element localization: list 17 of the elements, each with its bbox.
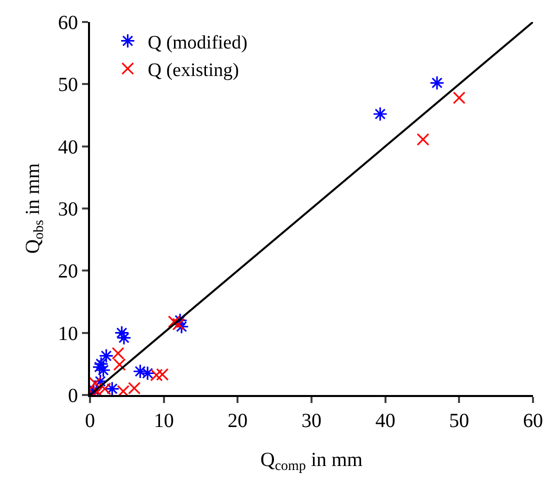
y-tick-label: 60 — [58, 12, 78, 34]
x-tick-label: 20 — [228, 410, 248, 432]
x-tick-label: 40 — [375, 410, 396, 432]
x-axis-title: Q$_{comp}$ in mm — [260, 449, 364, 474]
x-tick-label: 30 — [302, 410, 322, 432]
y-tick-label: 0 — [68, 385, 78, 407]
x-tick-label: 10 — [154, 410, 174, 432]
y-tick-label: 50 — [58, 74, 78, 96]
x-tick-label: 0 — [85, 410, 95, 432]
legend-label: Q (modified) — [148, 32, 248, 54]
y-tick-label: 40 — [58, 136, 78, 158]
y-tick-label: 30 — [58, 198, 78, 220]
y-tick-label: 20 — [58, 260, 78, 283]
y-tick-label: 10 — [58, 322, 78, 345]
x-tick-label: 50 — [449, 410, 470, 432]
x-tick-label: 60 — [523, 410, 543, 432]
legend-label: Q (existing) — [148, 60, 240, 81]
